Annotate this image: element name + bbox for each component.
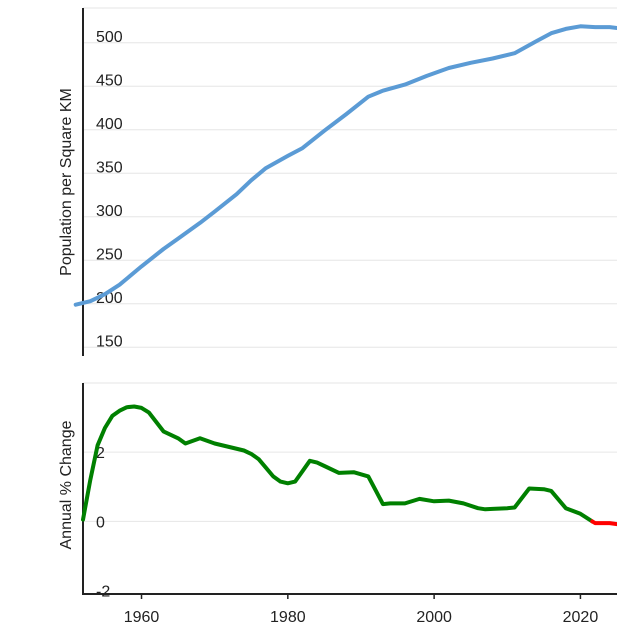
annual-change-panel: -2 0 2 1960 1980 2000 2020 Annual % Change — [58, 382, 617, 626]
density-series — [73, 24, 617, 307]
x-tick-label: 2020 — [563, 609, 599, 626]
density-y-tick-label: 500 — [96, 29, 123, 46]
x-tick-label: 2000 — [416, 609, 452, 626]
density-y-tick-label: 150 — [96, 333, 123, 350]
density-y-tick-label: 450 — [96, 72, 123, 89]
annual-change-series — [81, 404, 617, 527]
x-tick-label: 1980 — [270, 609, 306, 626]
density-y-tick-label: 300 — [96, 203, 123, 220]
density-y-axis-label: Population per Square KM — [58, 88, 75, 276]
density-y-tick-label: 400 — [96, 116, 123, 133]
annual-change-y-tick-labels: -2 0 2 — [96, 445, 110, 600]
density-line — [73, 24, 617, 307]
density-y-tick-label: 250 — [96, 246, 123, 263]
x-tick-labels: 1960 1980 2000 2020 — [124, 594, 599, 626]
annual-change-y-axis-label: Annual % Change — [58, 420, 75, 549]
annual-change-y-tick-label: 0 — [96, 514, 105, 531]
annual-change-line-positive — [81, 404, 595, 524]
annual-change-y-tick-label: 2 — [96, 445, 105, 462]
density-grid — [83, 7, 617, 348]
annual-change-y-tick-label: -2 — [96, 584, 110, 601]
annual-change-line-negative — [590, 519, 617, 527]
annual-change-grid — [83, 382, 617, 522]
density-y-tick-label: 350 — [96, 159, 123, 176]
x-tick-label: 1960 — [124, 609, 160, 626]
